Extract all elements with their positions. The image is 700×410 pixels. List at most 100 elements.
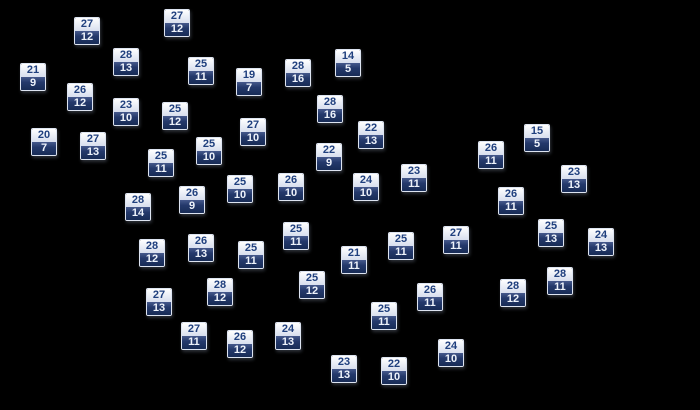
low-temperature-value: 11 <box>402 178 426 191</box>
temperature-marker[interactable]: 27 13 <box>80 132 106 160</box>
low-temperature-value: 11 <box>189 71 213 84</box>
low-temperature-value: 13 <box>539 233 563 246</box>
temperature-marker[interactable]: 25 11 <box>371 302 397 330</box>
temperature-marker[interactable]: 24 10 <box>438 339 464 367</box>
temperature-marker[interactable]: 28 11 <box>547 267 573 295</box>
low-temperature-value: 11 <box>342 260 366 273</box>
high-temperature-value: 27 <box>444 227 468 240</box>
high-temperature-value: 26 <box>180 187 204 200</box>
low-temperature-value: 14 <box>126 207 150 220</box>
high-temperature-value: 27 <box>182 323 206 336</box>
high-temperature-value: 27 <box>81 133 105 146</box>
high-temperature-value: 20 <box>32 129 56 142</box>
high-temperature-value: 14 <box>336 50 360 63</box>
temperature-marker[interactable]: 23 13 <box>331 355 357 383</box>
low-temperature-value: 10 <box>439 353 463 366</box>
high-temperature-value: 15 <box>525 125 549 138</box>
temperature-marker[interactable]: 27 10 <box>240 118 266 146</box>
temperature-marker[interactable]: 14 5 <box>335 49 361 77</box>
low-temperature-value: 10 <box>114 112 138 125</box>
low-temperature-value: 13 <box>147 302 171 315</box>
high-temperature-value: 25 <box>284 223 308 236</box>
high-temperature-value: 26 <box>68 84 92 97</box>
temperature-marker[interactable]: 28 16 <box>285 59 311 87</box>
temperature-marker[interactable]: 27 11 <box>181 322 207 350</box>
temperature-marker[interactable]: 27 12 <box>164 9 190 37</box>
temperature-marker[interactable]: 25 10 <box>227 175 253 203</box>
high-temperature-value: 23 <box>332 356 356 369</box>
temperature-marker[interactable]: 28 12 <box>500 279 526 307</box>
high-temperature-value: 28 <box>140 240 164 253</box>
temperature-marker[interactable]: 25 12 <box>299 271 325 299</box>
temperature-marker[interactable]: 25 12 <box>162 102 188 130</box>
temperature-marker[interactable]: 24 10 <box>353 173 379 201</box>
temperature-marker[interactable]: 28 16 <box>317 95 343 123</box>
high-temperature-value: 28 <box>501 280 525 293</box>
temperature-marker[interactable]: 25 11 <box>283 222 309 250</box>
temperature-marker[interactable]: 22 10 <box>381 357 407 385</box>
temperature-marker[interactable]: 28 14 <box>125 193 151 221</box>
high-temperature-value: 23 <box>562 166 586 179</box>
temperature-marker[interactable]: 28 12 <box>139 239 165 267</box>
high-temperature-value: 28 <box>318 96 342 109</box>
high-temperature-value: 23 <box>402 165 426 178</box>
low-temperature-value: 12 <box>165 23 189 36</box>
high-temperature-value: 27 <box>165 10 189 23</box>
low-temperature-value: 11 <box>284 236 308 249</box>
low-temperature-value: 7 <box>32 142 56 155</box>
high-temperature-value: 27 <box>241 119 265 132</box>
temperature-marker[interactable]: 26 12 <box>227 330 253 358</box>
temperature-marker[interactable]: 25 11 <box>148 149 174 177</box>
high-temperature-value: 24 <box>589 229 613 242</box>
temperature-marker[interactable]: 24 13 <box>275 322 301 350</box>
low-temperature-value: 9 <box>180 200 204 213</box>
temperature-marker[interactable]: 15 5 <box>524 124 550 152</box>
temperature-marker[interactable]: 20 7 <box>31 128 57 156</box>
low-temperature-value: 12 <box>300 285 324 298</box>
temperature-marker[interactable]: 27 13 <box>146 288 172 316</box>
temperature-marker[interactable]: 27 11 <box>443 226 469 254</box>
high-temperature-value: 27 <box>75 18 99 31</box>
temperature-marker[interactable]: 26 13 <box>188 234 214 262</box>
high-temperature-value: 28 <box>286 60 310 73</box>
temperature-marker[interactable]: 26 10 <box>278 173 304 201</box>
temperature-marker[interactable]: 23 10 <box>113 98 139 126</box>
high-temperature-value: 26 <box>279 174 303 187</box>
temperature-marker[interactable]: 25 13 <box>538 219 564 247</box>
temperature-marker[interactable]: 25 11 <box>388 232 414 260</box>
low-temperature-value: 5 <box>525 138 549 151</box>
low-temperature-value: 11 <box>389 246 413 259</box>
temperature-marker[interactable]: 23 13 <box>561 165 587 193</box>
low-temperature-value: 5 <box>336 63 360 76</box>
temperature-marker[interactable]: 22 13 <box>358 121 384 149</box>
temperature-marker[interactable]: 26 9 <box>179 186 205 214</box>
temperature-marker[interactable]: 23 11 <box>401 164 427 192</box>
low-temperature-value: 11 <box>372 316 396 329</box>
low-temperature-value: 11 <box>499 201 523 214</box>
temperature-marker[interactable]: 28 13 <box>113 48 139 76</box>
low-temperature-value: 10 <box>197 151 221 164</box>
temperature-marker[interactable]: 21 11 <box>341 246 367 274</box>
temperature-marker[interactable]: 25 11 <box>188 57 214 85</box>
high-temperature-value: 26 <box>228 331 252 344</box>
temperature-marker[interactable]: 19 7 <box>236 68 262 96</box>
high-temperature-value: 28 <box>126 194 150 207</box>
low-temperature-value: 11 <box>444 240 468 253</box>
low-temperature-value: 7 <box>237 82 261 95</box>
temperature-marker[interactable]: 21 9 <box>20 63 46 91</box>
high-temperature-value: 25 <box>228 176 252 189</box>
temperature-marker[interactable]: 24 13 <box>588 228 614 256</box>
temperature-marker[interactable]: 25 11 <box>238 241 264 269</box>
low-temperature-value: 11 <box>548 281 572 294</box>
temperature-marker[interactable]: 28 12 <box>207 278 233 306</box>
high-temperature-value: 28 <box>208 279 232 292</box>
temperature-marker[interactable]: 26 11 <box>498 187 524 215</box>
temperature-marker[interactable]: 26 11 <box>478 141 504 169</box>
temperature-marker[interactable]: 27 12 <box>74 17 100 45</box>
temperature-marker[interactable]: 22 9 <box>316 143 342 171</box>
temperature-marker[interactable]: 26 12 <box>67 83 93 111</box>
temperature-marker[interactable]: 26 11 <box>417 283 443 311</box>
high-temperature-value: 24 <box>439 340 463 353</box>
temperature-marker[interactable]: 25 10 <box>196 137 222 165</box>
